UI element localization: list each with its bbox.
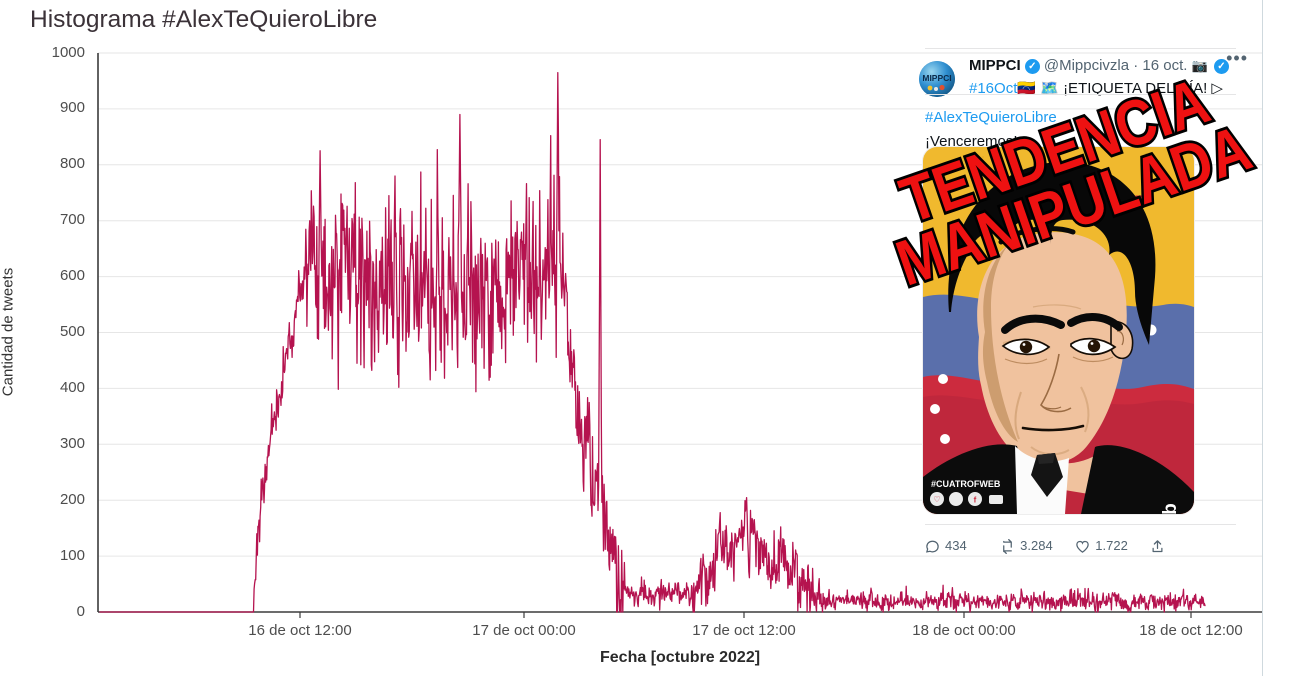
svg-text:f: f <box>974 496 977 505</box>
svg-text:MIPPCI: MIPPCI <box>922 73 951 83</box>
svg-text:♡: ♡ <box>933 495 940 504</box>
svg-text:#CUATROFWEB: #CUATROFWEB <box>931 479 1001 489</box>
svg-text:FreeAlexSaab: FreeAlexSaab <box>1160 503 1181 514</box>
